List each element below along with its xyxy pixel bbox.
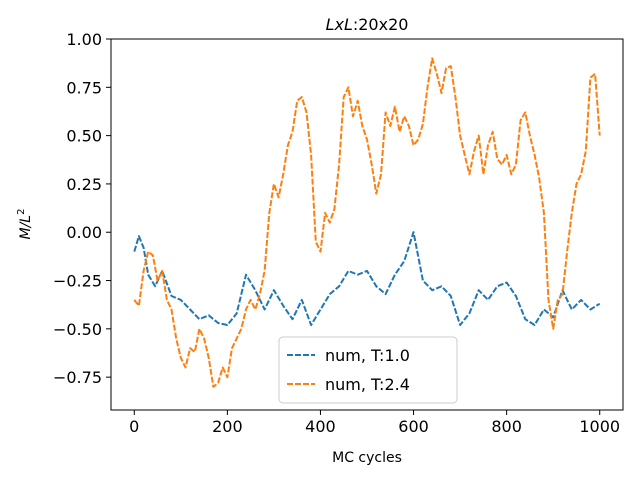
chart-title-italic: LxL: [326, 15, 353, 34]
y-axis-label: M/L2: [16, 209, 34, 240]
legend: num, T:1.0 num, T:2.4: [278, 336, 458, 404]
y-tick-label: 0.50: [66, 127, 102, 146]
x-tick-label: 400: [305, 417, 336, 436]
y-tick-label: 0.25: [66, 175, 102, 194]
x-tick-label: 200: [212, 417, 243, 436]
axes-frame: [110, 38, 624, 411]
y-axis-ticks: −0.75 −0.50 −0.25 0.00 0.25 0.50 0.75 1.00: [53, 30, 111, 387]
y-tick-label: 0.75: [66, 78, 102, 97]
y-axis-label-superscript: 2: [16, 209, 27, 215]
x-tick-label: 600: [398, 417, 429, 436]
x-axis-ticks: 0 200 400 600 800 1000: [129, 410, 620, 436]
series-line-1: [133, 231, 601, 326]
y-axis-label-main: M/L: [18, 215, 34, 240]
plot-area: [110, 38, 624, 411]
y-tick-label: 0.00: [66, 223, 102, 242]
chart-title: LxL:20x20: [326, 15, 409, 34]
y-tick-label: −0.50: [53, 320, 102, 339]
series-line-2: [133, 57, 601, 388]
legend-box: [278, 336, 458, 404]
series-layer: [133, 57, 601, 388]
y-tick-label: −0.25: [53, 272, 102, 291]
y-tick-label: −0.75: [53, 368, 102, 387]
x-tick-label: 0: [129, 417, 139, 436]
x-tick-label: 1000: [579, 417, 620, 436]
legend-label-2: num, T:2.4: [325, 375, 410, 394]
legend-label-1: num, T:1.0: [325, 346, 410, 365]
x-tick-label: 800: [491, 417, 522, 436]
y-tick-label: 1.00: [66, 30, 102, 49]
chart-title-plain: :20x20: [353, 15, 409, 34]
x-axis-label: MC cycles: [332, 450, 402, 466]
